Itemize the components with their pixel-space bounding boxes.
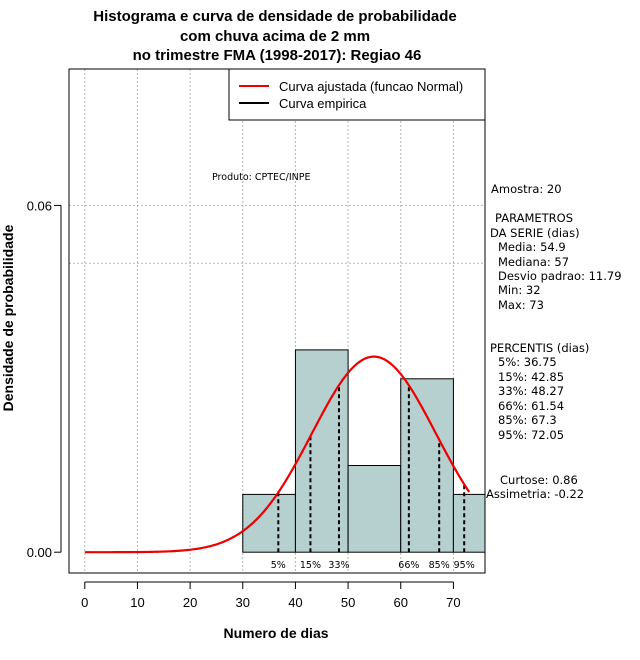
min-label: Min: 32 bbox=[498, 283, 541, 297]
p33-label: 33%: 48.27 bbox=[498, 384, 564, 398]
desvio-label: Desvio padrao: 11.79 bbox=[498, 269, 622, 283]
statistics-panel: Amostra: 20 PARAMETROS DA SERIE (dias) M… bbox=[486, 182, 622, 501]
chart-title-line-1: Histograma e curva de densidade de proba… bbox=[93, 8, 456, 25]
parametros-subtitle: DA SERIE (dias) bbox=[490, 226, 580, 240]
x-tick-label: 40 bbox=[288, 595, 302, 610]
media-label: Media: 54.9 bbox=[498, 240, 566, 254]
percentile-label: 33% bbox=[328, 560, 349, 571]
p85-label: 85%: 67.3 bbox=[498, 413, 557, 427]
amostra-label: Amostra: 20 bbox=[491, 182, 562, 196]
legend-label-empirical: Curva empirica bbox=[279, 96, 367, 111]
x-tick-label: 0 bbox=[81, 595, 88, 610]
chart-title-line-3: no trimestre FMA (1998-2017): Regiao 46 bbox=[133, 47, 422, 64]
percentile-label: 95% bbox=[454, 560, 475, 571]
x-tick-label: 10 bbox=[130, 595, 144, 610]
mediana-label: Mediana: 57 bbox=[498, 255, 569, 269]
axes: 0 10 20 30 40 50 60 70 0.00 0.06 bbox=[27, 198, 461, 610]
max-label: Max: 73 bbox=[498, 298, 544, 312]
curtose-label: Curtose: 0.86 bbox=[500, 473, 578, 487]
percentile-label: 85% bbox=[429, 560, 450, 571]
x-tick-label: 70 bbox=[446, 595, 460, 610]
histogram-bar bbox=[347, 464, 402, 553]
histogram-bar bbox=[242, 493, 296, 553]
x-tick-label: 30 bbox=[236, 595, 250, 610]
p66-label: 66%: 61.54 bbox=[498, 399, 564, 413]
produto-label: Produto: CPTEC/INPE bbox=[212, 172, 311, 183]
percentile-label: 5% bbox=[271, 560, 286, 571]
histogram-bar bbox=[452, 493, 486, 553]
x-axis-title: Numero de dias bbox=[223, 625, 328, 641]
x-tick-label: 50 bbox=[341, 595, 355, 610]
parametros-title: PARAMETROS bbox=[495, 211, 573, 225]
percentile-lines bbox=[277, 385, 466, 553]
legend-box bbox=[228, 68, 486, 121]
percentis-title: PERCENTIS (dias) bbox=[490, 341, 589, 355]
y-tick-label: 0.06 bbox=[27, 198, 52, 213]
x-tick-label: 20 bbox=[183, 595, 197, 610]
assimetria-label: Assimetria: -0.22 bbox=[486, 487, 584, 501]
p95-label: 95%: 72.05 bbox=[498, 428, 564, 442]
grid-layer bbox=[69, 69, 485, 573]
p15-label: 15%: 42.85 bbox=[498, 370, 564, 384]
legend: Curva ajustada (funcao Normal) Curva emp… bbox=[228, 68, 486, 121]
y-tick-label: 0.00 bbox=[27, 545, 52, 560]
percentile-label: 15% bbox=[300, 560, 321, 571]
percentile-labels: 5% 15% 33% 66% 85% 95% bbox=[271, 560, 475, 571]
percentile-label: 66% bbox=[398, 560, 419, 571]
normal-fit-curve bbox=[84, 355, 471, 554]
legend-label-normal: Curva ajustada (funcao Normal) bbox=[279, 79, 463, 94]
p5-label: 5%: 36.75 bbox=[498, 355, 557, 369]
chart-title-line-2: com chuva acima de 2 mm bbox=[180, 28, 370, 45]
x-tick-label: 60 bbox=[394, 595, 408, 610]
y-axis-title: Densidade de probabilidade bbox=[0, 224, 16, 411]
